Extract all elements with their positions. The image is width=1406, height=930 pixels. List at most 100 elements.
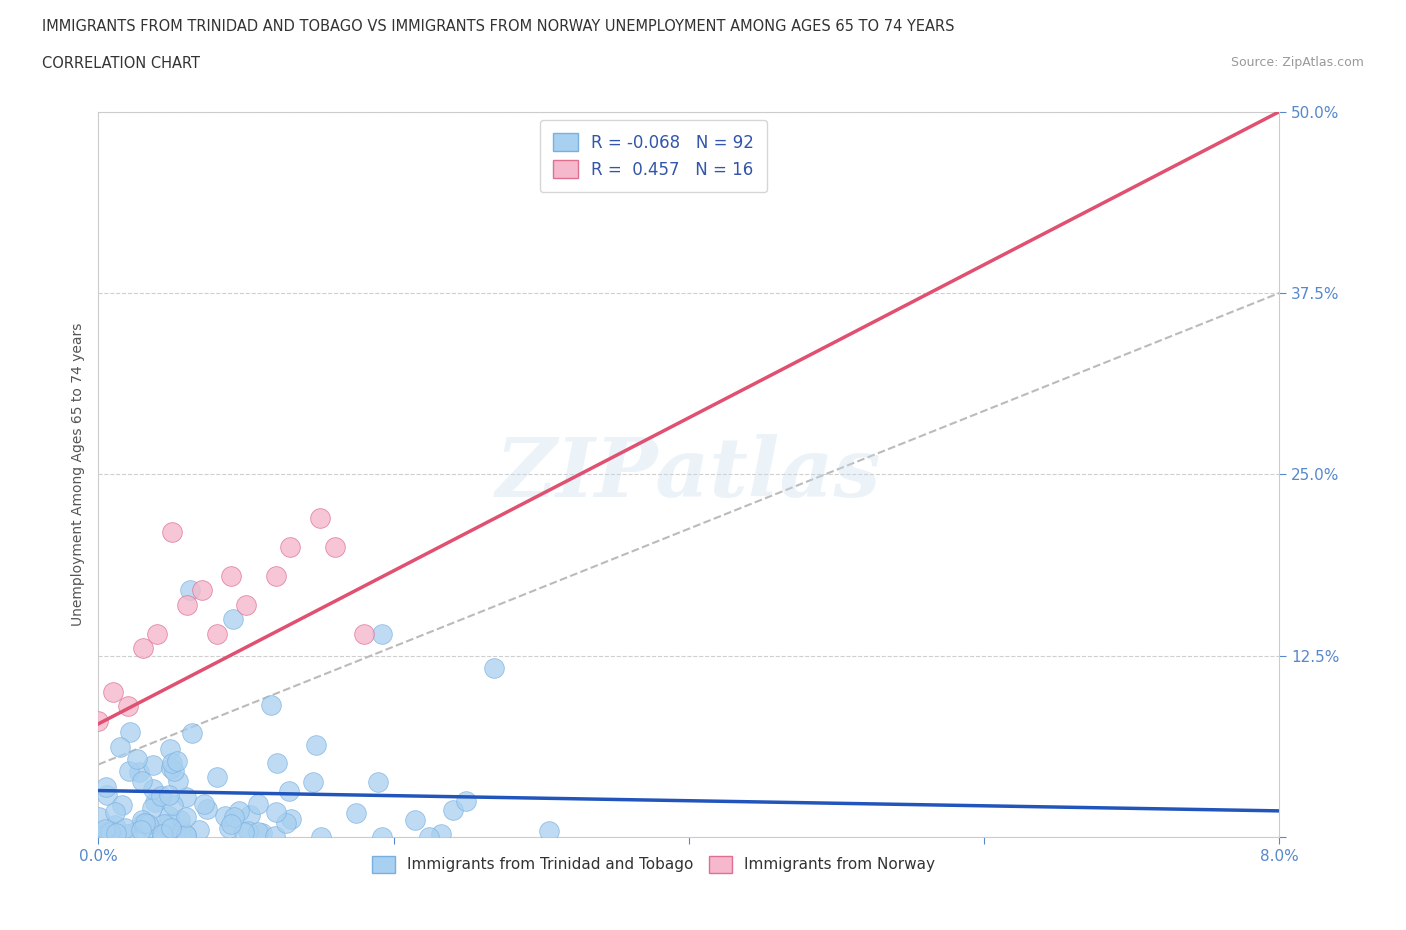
Immigrants from Trinidad and Tobago	[174, 828, 197, 843]
Immigrants from Norway	[162, 525, 183, 539]
Immigrants from Trinidad and Tobago	[302, 775, 325, 790]
Immigrants from Trinidad and Tobago	[160, 755, 183, 770]
Immigrants from Trinidad and Tobago	[157, 788, 180, 803]
Immigrants from Trinidad and Tobago	[169, 823, 191, 838]
Text: CORRELATION CHART: CORRELATION CHART	[42, 56, 200, 71]
Immigrants from Trinidad and Tobago	[370, 830, 392, 844]
Immigrants from Trinidad and Tobago	[228, 804, 250, 818]
Immigrants from Trinidad and Tobago	[132, 816, 155, 830]
Immigrants from Trinidad and Tobago	[247, 797, 270, 812]
Immigrants from Norway	[235, 597, 257, 612]
Immigrants from Trinidad and Tobago	[136, 817, 159, 831]
Immigrants from Trinidad and Tobago	[142, 757, 165, 772]
Immigrants from Trinidad and Tobago	[128, 764, 150, 779]
Immigrants from Trinidad and Tobago	[218, 821, 240, 836]
Immigrants from Trinidad and Tobago	[129, 823, 152, 838]
Immigrants from Trinidad and Tobago	[193, 797, 215, 812]
Immigrants from Trinidad and Tobago	[98, 824, 121, 839]
Immigrants from Trinidad and Tobago	[153, 817, 176, 831]
Immigrants from Trinidad and Tobago	[96, 788, 118, 803]
Text: IMMIGRANTS FROM TRINIDAD AND TOBAGO VS IMMIGRANTS FROM NORWAY UNEMPLOYMENT AMONG: IMMIGRANTS FROM TRINIDAD AND TOBAGO VS I…	[42, 19, 955, 33]
Immigrants from Trinidad and Tobago	[131, 774, 153, 789]
Immigrants from Norway	[191, 583, 214, 598]
Immigrants from Trinidad and Tobago	[159, 808, 181, 823]
Immigrants from Trinidad and Tobago	[167, 773, 190, 788]
Immigrants from Trinidad and Tobago	[120, 724, 142, 739]
Immigrants from Norway	[221, 568, 243, 583]
Immigrants from Trinidad and Tobago	[309, 830, 332, 844]
Immigrants from Trinidad and Tobago	[280, 812, 302, 827]
Immigrants from Trinidad and Tobago	[174, 827, 197, 842]
Immigrants from Trinidad and Tobago	[276, 816, 298, 830]
Immigrants from Trinidad and Tobago	[441, 803, 464, 817]
Immigrants from Trinidad and Tobago	[131, 813, 153, 828]
Immigrants from Norway	[87, 713, 110, 728]
Immigrants from Trinidad and Tobago	[454, 793, 477, 808]
Immigrants from Trinidad and Tobago	[207, 770, 229, 785]
Immigrants from Norway	[117, 699, 139, 714]
Immigrants from Trinidad and Tobago	[166, 753, 188, 768]
Immigrants from Trinidad and Tobago	[104, 804, 127, 819]
Immigrants from Trinidad and Tobago	[115, 827, 138, 842]
Immigrants from Trinidad and Tobago	[94, 821, 117, 836]
Immigrants from Trinidad and Tobago	[141, 800, 163, 815]
Immigrants from Trinidad and Tobago	[90, 824, 112, 839]
Y-axis label: Unemployment Among Ages 65 to 74 years: Unemployment Among Ages 65 to 74 years	[70, 323, 84, 626]
Immigrants from Norway	[323, 539, 346, 554]
Immigrants from Trinidad and Tobago	[344, 806, 367, 821]
Immigrants from Trinidad and Tobago	[108, 739, 131, 754]
Immigrants from Trinidad and Tobago	[263, 829, 285, 844]
Immigrants from Trinidad and Tobago	[238, 824, 260, 839]
Immigrants from Trinidad and Tobago	[371, 627, 394, 642]
Immigrants from Trinidad and Tobago	[162, 797, 184, 812]
Immigrants from Trinidad and Tobago	[150, 789, 173, 804]
Immigrants from Trinidad and Tobago	[214, 809, 236, 824]
Immigrants from Trinidad and Tobago	[367, 775, 389, 790]
Immigrants from Trinidad and Tobago	[266, 756, 288, 771]
Immigrants from Trinidad and Tobago	[124, 825, 146, 840]
Immigrants from Trinidad and Tobago	[160, 761, 183, 776]
Immigrants from Trinidad and Tobago	[260, 698, 283, 712]
Text: ZIPatlas: ZIPatlas	[496, 434, 882, 514]
Immigrants from Trinidad and Tobago	[163, 764, 186, 778]
Immigrants from Trinidad and Tobago	[160, 821, 183, 836]
Immigrants from Trinidad and Tobago	[181, 725, 204, 740]
Immigrants from Trinidad and Tobago	[266, 804, 288, 819]
Immigrants from Trinidad and Tobago	[222, 612, 245, 627]
Immigrants from Trinidad and Tobago	[150, 828, 173, 843]
Immigrants from Trinidad and Tobago	[538, 823, 561, 838]
Immigrants from Trinidad and Tobago	[179, 583, 201, 598]
Immigrants from Trinidad and Tobago	[174, 809, 197, 824]
Immigrants from Trinidad and Tobago	[222, 810, 245, 825]
Immigrants from Trinidad and Tobago	[142, 782, 165, 797]
Immigrants from Norway	[309, 511, 332, 525]
Immigrants from Trinidad and Tobago	[404, 813, 426, 828]
Immigrants from Trinidad and Tobago	[187, 822, 209, 837]
Immigrants from Trinidad and Tobago	[111, 798, 134, 813]
Immigrants from Trinidad and Tobago	[104, 826, 127, 841]
Immigrants from Trinidad and Tobago	[484, 660, 506, 675]
Immigrants from Norway	[264, 568, 287, 583]
Immigrants from Trinidad and Tobago	[155, 817, 177, 831]
Immigrants from Trinidad and Tobago	[134, 816, 156, 830]
Immigrants from Trinidad and Tobago	[195, 801, 218, 816]
Immigrants from Trinidad and Tobago	[252, 826, 274, 841]
Immigrants from Trinidad and Tobago	[247, 824, 270, 839]
Immigrants from Trinidad and Tobago	[114, 820, 136, 835]
Immigrants from Trinidad and Tobago	[150, 827, 173, 842]
Immigrants from Trinidad and Tobago	[277, 783, 299, 798]
Immigrants from Trinidad and Tobago	[418, 830, 440, 844]
Immigrants from Norway	[103, 684, 125, 699]
Immigrants from Norway	[132, 641, 155, 656]
Immigrants from Trinidad and Tobago	[305, 737, 328, 752]
Immigrants from Trinidad and Tobago	[174, 790, 197, 804]
Immigrants from Trinidad and Tobago	[159, 741, 181, 756]
Immigrants from Trinidad and Tobago	[96, 779, 118, 794]
Immigrants from Trinidad and Tobago	[152, 827, 174, 842]
Immigrants from Trinidad and Tobago	[219, 817, 242, 831]
Immigrants from Trinidad and Tobago	[430, 826, 453, 841]
Immigrants from Trinidad and Tobago	[239, 807, 262, 822]
Immigrants from Norway	[146, 627, 169, 642]
Immigrants from Trinidad and Tobago	[97, 825, 120, 840]
Legend: Immigrants from Trinidad and Tobago, Immigrants from Norway: Immigrants from Trinidad and Tobago, Imm…	[364, 848, 942, 880]
